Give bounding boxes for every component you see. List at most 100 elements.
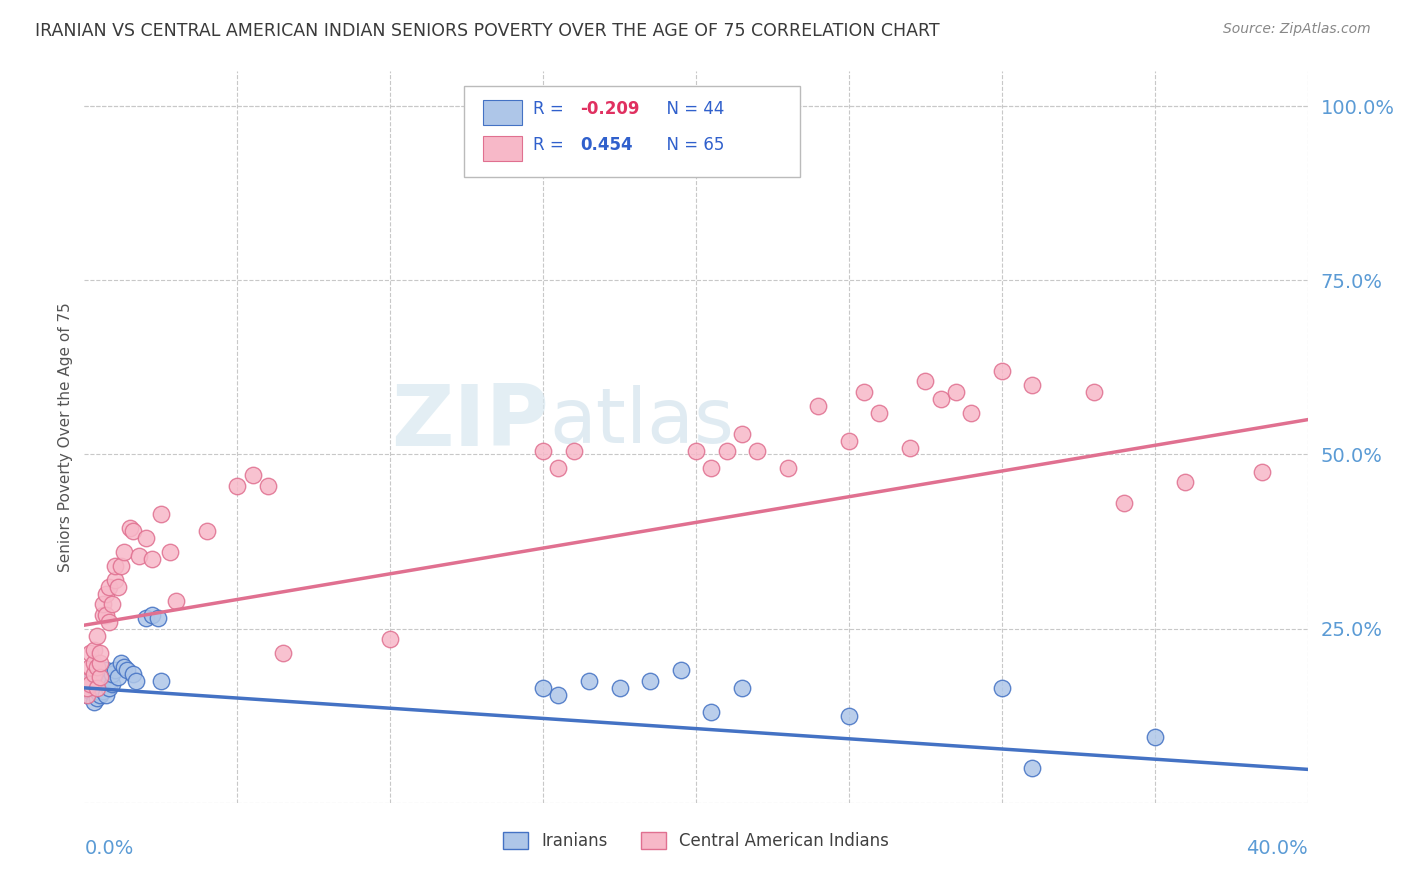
Point — [91, 684, 114, 698]
Point — [97, 673, 120, 688]
Point — [807, 399, 830, 413]
Point — [104, 664, 127, 678]
Point — [83, 681, 105, 695]
Point — [76, 688, 98, 702]
Point — [853, 384, 876, 399]
Point — [89, 670, 111, 684]
Point — [776, 461, 799, 475]
Point — [76, 677, 98, 691]
Point — [716, 444, 738, 458]
Point — [271, 646, 294, 660]
Point — [731, 426, 754, 441]
Text: ZIP: ZIP — [391, 381, 550, 464]
Point — [578, 673, 600, 688]
Point — [94, 688, 117, 702]
Point — [141, 607, 163, 622]
Point — [104, 558, 127, 573]
Point — [1021, 761, 1043, 775]
Text: Source: ZipAtlas.com: Source: ZipAtlas.com — [1223, 22, 1371, 37]
Point — [991, 364, 1014, 378]
Point — [89, 646, 111, 660]
Point — [122, 667, 145, 681]
Text: R =: R = — [533, 136, 575, 153]
Point — [79, 660, 101, 674]
Point — [83, 695, 105, 709]
Text: N = 65: N = 65 — [655, 136, 724, 153]
Point — [86, 684, 108, 698]
Point — [547, 461, 569, 475]
Y-axis label: Seniors Poverty Over the Age of 75: Seniors Poverty Over the Age of 75 — [58, 302, 73, 572]
Point — [898, 441, 921, 455]
Point — [83, 667, 105, 681]
Point — [700, 461, 723, 475]
Point — [914, 375, 936, 389]
Point — [531, 681, 554, 695]
Point — [929, 392, 952, 406]
Point — [562, 444, 585, 458]
Point — [128, 549, 150, 563]
Point — [838, 434, 860, 448]
Point — [97, 580, 120, 594]
Point — [149, 507, 172, 521]
Point — [242, 468, 264, 483]
Point — [685, 444, 707, 458]
Point — [76, 688, 98, 702]
Point — [83, 657, 105, 671]
Point — [86, 677, 108, 691]
Point — [89, 667, 111, 681]
Point — [991, 681, 1014, 695]
Point — [86, 660, 108, 674]
Point — [226, 479, 249, 493]
Point — [101, 597, 124, 611]
Point — [101, 677, 124, 691]
Point — [869, 406, 891, 420]
Text: -0.209: -0.209 — [579, 100, 640, 118]
Point — [380, 632, 402, 646]
Point — [79, 684, 101, 698]
Text: 0.454: 0.454 — [579, 136, 633, 153]
Point — [97, 615, 120, 629]
Point — [107, 670, 129, 684]
Point — [104, 573, 127, 587]
Point — [112, 545, 135, 559]
Point — [1250, 465, 1272, 479]
Point — [76, 681, 98, 695]
FancyBboxPatch shape — [464, 86, 800, 178]
Point — [731, 681, 754, 695]
Point — [159, 545, 181, 559]
Point — [94, 664, 117, 678]
Point — [83, 642, 105, 657]
Point — [94, 607, 117, 622]
Point — [135, 611, 157, 625]
Point — [97, 681, 120, 695]
Point — [79, 677, 101, 691]
Point — [115, 664, 138, 678]
FancyBboxPatch shape — [484, 100, 522, 126]
Point — [1021, 377, 1043, 392]
Point — [146, 611, 169, 625]
Point — [1174, 475, 1197, 490]
Legend: Iranians, Central American Indians: Iranians, Central American Indians — [496, 825, 896, 856]
Point — [76, 673, 98, 688]
Point — [94, 587, 117, 601]
Point — [122, 524, 145, 538]
Point — [257, 479, 280, 493]
Text: N = 44: N = 44 — [655, 100, 724, 118]
Point — [86, 681, 108, 695]
Text: atlas: atlas — [550, 385, 734, 459]
Point — [141, 552, 163, 566]
Point — [165, 594, 187, 608]
Point — [135, 531, 157, 545]
Point — [83, 670, 105, 684]
Point — [91, 597, 114, 611]
Text: 40.0%: 40.0% — [1246, 839, 1308, 858]
Point — [91, 607, 114, 622]
Point — [79, 673, 101, 688]
Point — [1114, 496, 1136, 510]
Point — [1083, 384, 1105, 399]
Point — [669, 664, 692, 678]
Point — [747, 444, 769, 458]
FancyBboxPatch shape — [484, 136, 522, 161]
Point — [195, 524, 218, 538]
Point — [638, 673, 661, 688]
